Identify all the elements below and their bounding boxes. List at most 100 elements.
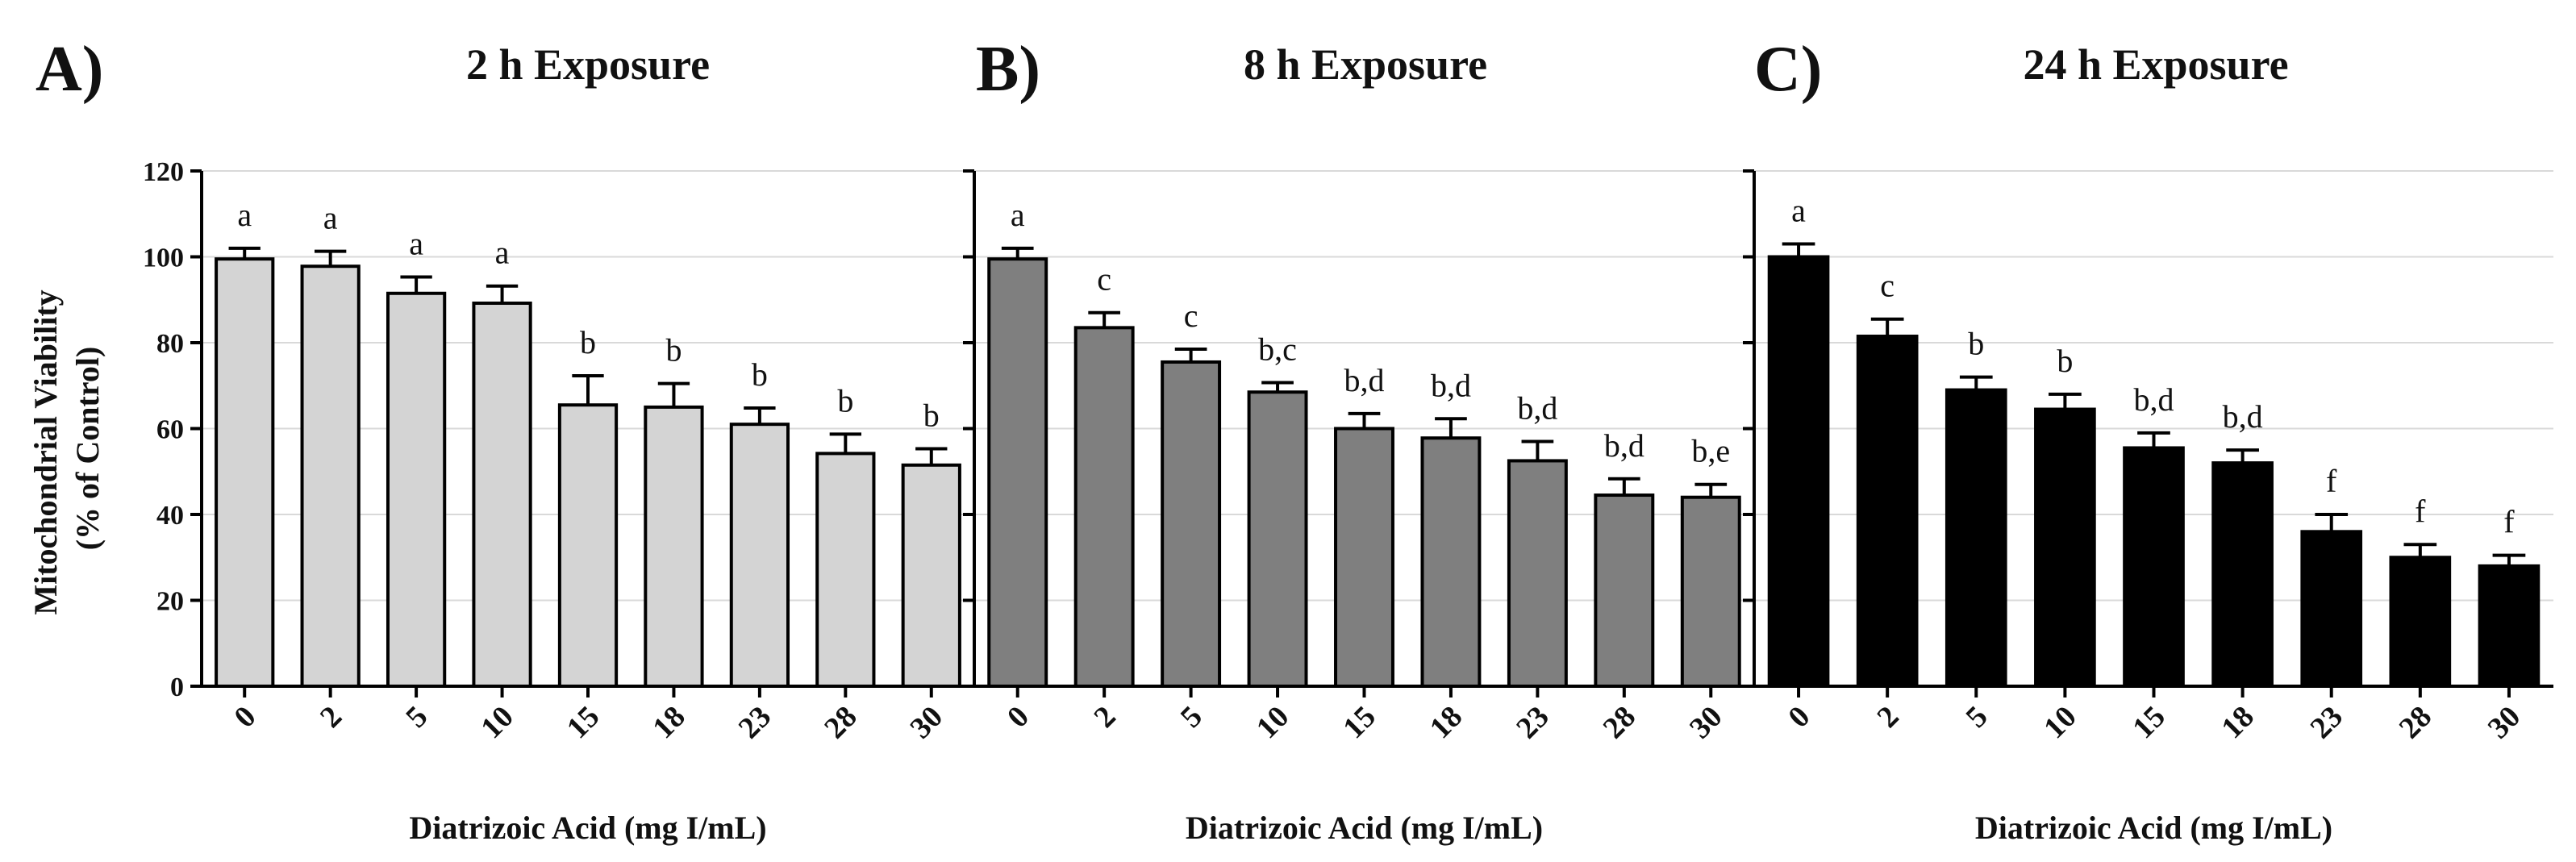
significance-label: b,d [1604,427,1644,464]
x-tick-label: 23 [2304,700,2350,746]
chart-title: 2 h Exposure [466,40,710,89]
significance-label: f [2503,504,2515,540]
x-tick-label: 10 [474,700,520,746]
chart-panel-1: A) 2 h Exposure 0 20 40 60 80 100 120 0 a 2 a 5 a 10 a 15… [35,34,974,846]
x-tick-label: 30 [1683,700,1729,746]
x-axis-title: Diatrizoic Acid (mg I/mL) [1975,810,2332,846]
bar [1767,255,1830,688]
x-tick-label: 23 [1510,700,1556,746]
x-tick-label: 0 [227,700,262,735]
x-axis-title: Diatrizoic Acid (mg I/mL) [1186,810,1543,846]
panel-label: A) [35,34,103,105]
bar [1945,388,2007,688]
y-tick-label: 0 [170,673,184,702]
bar [729,423,790,688]
bar [987,257,1048,689]
significance-label: a [495,235,510,271]
y-axis-title: Mitochondrial Viability (% of Control) [27,281,106,614]
bar [472,302,532,688]
significance-label: b,d [2134,381,2174,418]
bar [644,405,704,688]
y-tick-label: 20 [156,587,184,617]
x-tick-label: 18 [2215,700,2261,746]
x-tick-label: 28 [1597,700,1643,746]
significance-label: b [923,398,940,434]
significance-label: b [580,324,596,360]
bar [815,452,876,688]
significance-label: b [2057,343,2073,379]
x-tick-label: 0 [1001,700,1036,735]
x-tick-label: 18 [646,700,692,746]
bar [1247,390,1308,688]
x-tick-label: 5 [1174,700,1209,735]
y-axis-title-line1: Mitochondrial Viability [27,289,64,614]
x-tick-label: 2 [1870,700,1905,735]
panel-label: C) [1754,34,1822,105]
y-tick-label: 80 [156,329,184,359]
x-tick-label: 15 [561,700,606,746]
y-tick-label: 40 [156,501,184,531]
x-tick-label: 30 [2482,700,2528,746]
x-axis-title: Diatrizoic Acid (mg I/mL) [409,810,766,846]
significance-label: b [752,356,768,393]
chart-panel-3: C) 24 h Exposure 0 a 2 c 5 b 10 b 15 b,d 18 b,d 23 f 28 f… [1743,34,2553,846]
x-tick-label: 15 [1336,700,1382,746]
bar [1594,493,1655,688]
significance-label: a [1791,193,1806,229]
bar [2123,446,2185,689]
x-tick-label: 18 [1423,700,1469,746]
x-tick-label: 30 [904,700,950,746]
bar [557,403,619,688]
chart-title: 8 h Exposure [1244,40,1487,89]
x-tick-label: 15 [2126,700,2172,746]
significance-label: b,d [1431,367,1471,403]
significance-label: c [1097,261,1111,298]
x-tick-label: 28 [2393,700,2439,746]
bar [2034,407,2096,688]
x-tick-label: 10 [2037,700,2083,746]
bar [300,264,361,688]
chart-title: 24 h Exposure [2023,40,2288,89]
significance-label: c [1184,298,1198,334]
significance-label: a [409,226,423,262]
bar [386,291,447,688]
bar [1334,427,1394,688]
bar [2211,461,2274,688]
x-tick-label: 2 [1087,700,1122,735]
x-tick-label: 5 [399,700,434,735]
y-tick-label: 100 [143,244,184,273]
significance-label: b,d [1517,389,1557,426]
chart-panel-2: B) 8 h Exposure 0 a 2 c 5 c 10 b,c 15 b,d 18 b,d 23 b,d… [963,34,1754,846]
significance-label: a [1011,197,1025,233]
bar [1856,335,1919,688]
x-tick-label: 5 [1960,700,1995,735]
bar [2389,556,2452,688]
y-tick-label: 120 [143,157,184,187]
significance-label: b,e [1691,433,1730,469]
bar [1161,360,1222,688]
x-tick-label: 0 [1782,700,1816,735]
bar [1680,495,1741,689]
bar [1420,436,1482,689]
significance-label: b [1968,326,1984,362]
bar [1507,459,1568,688]
significance-label: b,d [2223,398,2263,435]
x-tick-label: 28 [818,700,864,746]
x-tick-label: 2 [314,700,348,735]
significance-label: a [237,197,252,233]
bar [901,463,961,688]
y-axis-title-line2: (% of Control) [69,347,106,551]
significance-label: f [2415,493,2426,529]
bar [2300,530,2363,688]
panel-label: B) [976,34,1040,105]
x-tick-label: 23 [732,700,778,746]
significance-label: b [837,382,853,419]
bar [1073,326,1135,688]
significance-label: c [1880,268,1894,304]
significance-label: b,c [1258,331,1297,368]
x-tick-label: 10 [1250,700,1296,746]
significance-label: f [2326,463,2337,499]
significance-label: b [665,332,682,369]
